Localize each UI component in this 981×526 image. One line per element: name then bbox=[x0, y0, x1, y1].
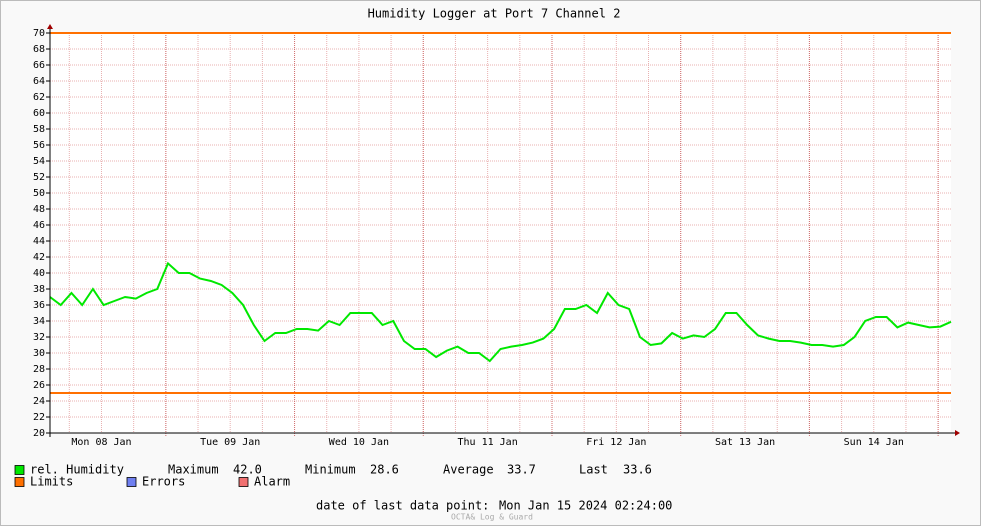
x-axis-arrow bbox=[955, 430, 960, 436]
y-tick-label: 66 bbox=[33, 60, 45, 71]
y-tick-label: 62 bbox=[33, 92, 45, 103]
x-tick-label: Sat 13 Jan bbox=[715, 437, 775, 448]
y-tick-label: 46 bbox=[33, 220, 45, 231]
legend: rel. Humidity Maximum 42.0 Minimum 28.6 Avera… bbox=[14, 463, 652, 489]
x-tick-label: Mon 08 Jan bbox=[71, 437, 131, 448]
legend-label: Alarm bbox=[254, 475, 290, 489]
series-line bbox=[49, 261, 952, 363]
legend-swatch bbox=[14, 465, 25, 475]
y-tick-label: 36 bbox=[33, 300, 45, 311]
stat-value: 33.7 bbox=[507, 463, 536, 477]
stat-name: Average bbox=[443, 463, 494, 477]
y-tick-label: 26 bbox=[33, 380, 45, 391]
x-tick-label: Fri 12 Jan bbox=[586, 437, 646, 448]
y-tick-label: 30 bbox=[33, 348, 45, 359]
y-axis-arrow bbox=[47, 24, 53, 29]
footer-value: Mon Jan 15 2024 02:24:00 bbox=[499, 499, 672, 513]
y-tick-label: 64 bbox=[33, 76, 45, 87]
y-tick-label: 58 bbox=[33, 124, 45, 135]
chart-title: Humidity Logger at Port 7 Channel 2 bbox=[368, 7, 621, 21]
y-tick-label: 32 bbox=[33, 332, 45, 343]
y-tick-label: 38 bbox=[33, 284, 45, 295]
x-tick-label: Thu 11 Jan bbox=[458, 437, 518, 448]
footer-label: date of last data point: bbox=[316, 499, 489, 513]
y-tick-label: 54 bbox=[33, 156, 45, 167]
stat-value: 42.0 bbox=[233, 463, 262, 477]
y-tick-label: 70 bbox=[33, 28, 45, 39]
legend-label: Limits bbox=[30, 475, 73, 489]
stat-name: Minimum bbox=[305, 463, 356, 477]
stat-name: Maximum bbox=[168, 463, 219, 477]
x-tick-label: Wed 10 Jan bbox=[329, 437, 389, 448]
plot-area bbox=[50, 33, 951, 433]
y-tick-label: 24 bbox=[33, 396, 45, 407]
watermark: OCTA& Log & Guard bbox=[451, 513, 533, 522]
legend-swatch bbox=[126, 477, 137, 487]
y-tick-label: 48 bbox=[33, 204, 45, 215]
x-tick-label: Sun 14 Jan bbox=[844, 437, 904, 448]
legend-swatch bbox=[14, 477, 25, 487]
y-tick-label: 40 bbox=[33, 268, 45, 279]
legend-label: rel. Humidity bbox=[30, 463, 124, 477]
y-tick-label: 44 bbox=[33, 236, 45, 247]
stat-name: Last bbox=[579, 463, 608, 477]
y-tick-label: 28 bbox=[33, 364, 45, 375]
x-tick-label: Tue 09 Jan bbox=[200, 437, 260, 448]
marks bbox=[49, 32, 952, 394]
y-tick-label: 52 bbox=[33, 172, 45, 183]
legend-swatch bbox=[238, 477, 249, 487]
stat-value: 28.6 bbox=[370, 463, 399, 477]
y-tick-label: 68 bbox=[33, 44, 45, 55]
y-tick-label: 50 bbox=[33, 188, 45, 199]
y-tick-label: 42 bbox=[33, 252, 45, 263]
stat-value: 33.6 bbox=[623, 463, 652, 477]
y-tick-label: 34 bbox=[33, 316, 45, 327]
y-tick-label: 60 bbox=[33, 108, 45, 119]
legend-label: Errors bbox=[142, 475, 185, 489]
y-tick-label: 56 bbox=[33, 140, 45, 151]
y-tick-label: 22 bbox=[33, 412, 45, 423]
y-tick-label: 20 bbox=[33, 428, 45, 439]
